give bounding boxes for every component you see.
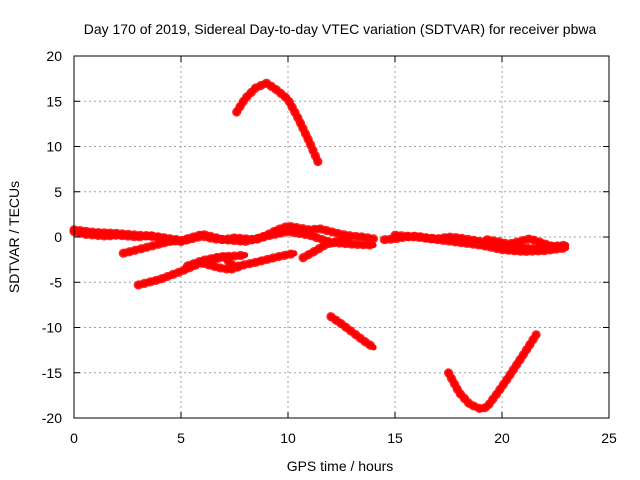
series-markers-arc-12 [326,312,379,352]
series-markers-arc-13 [444,330,541,414]
y-tick-label: -15 [42,365,62,381]
x-axis-label: GPS time / hours [287,458,394,474]
y-axis-label: SDTVAR / TECUs [6,181,22,293]
x-tick-label: 0 [70,430,78,446]
x-tick-label: 20 [494,430,510,446]
series-markers-arc-11 [232,78,323,167]
series-markers-arc-10 [482,234,567,253]
chart-title: Day 170 of 2019, Sidereal Day-to-day VTE… [84,21,597,37]
y-tick-label: 0 [54,229,62,245]
x-tick-label: 15 [387,430,403,446]
y-tick-label: 20 [46,48,62,64]
series-markers-arc-7 [182,250,250,271]
series-markers-arc-9 [298,235,353,263]
data-series [69,78,571,414]
series-markers-arc-3 [69,225,379,250]
series-markers-arc-4 [390,230,571,256]
y-tick-label: 15 [46,93,62,109]
y-tick-label: 10 [46,139,62,155]
series-markers-arc-8 [197,258,246,275]
y-tick-label: -20 [42,410,62,426]
y-tick-label: -5 [50,274,63,290]
x-tick-label: 10 [280,430,296,446]
axis-ticks: 0 5 10 15 20 25 -20 -15 -10 -5 0 5 10 15 20 [42,48,617,446]
y-tick-label: -10 [42,320,62,336]
x-tick-label: 5 [177,430,185,446]
x-tick-label: 25 [601,430,617,446]
series-markers-arc-5 [118,235,182,258]
y-tick-label: 5 [54,184,62,200]
